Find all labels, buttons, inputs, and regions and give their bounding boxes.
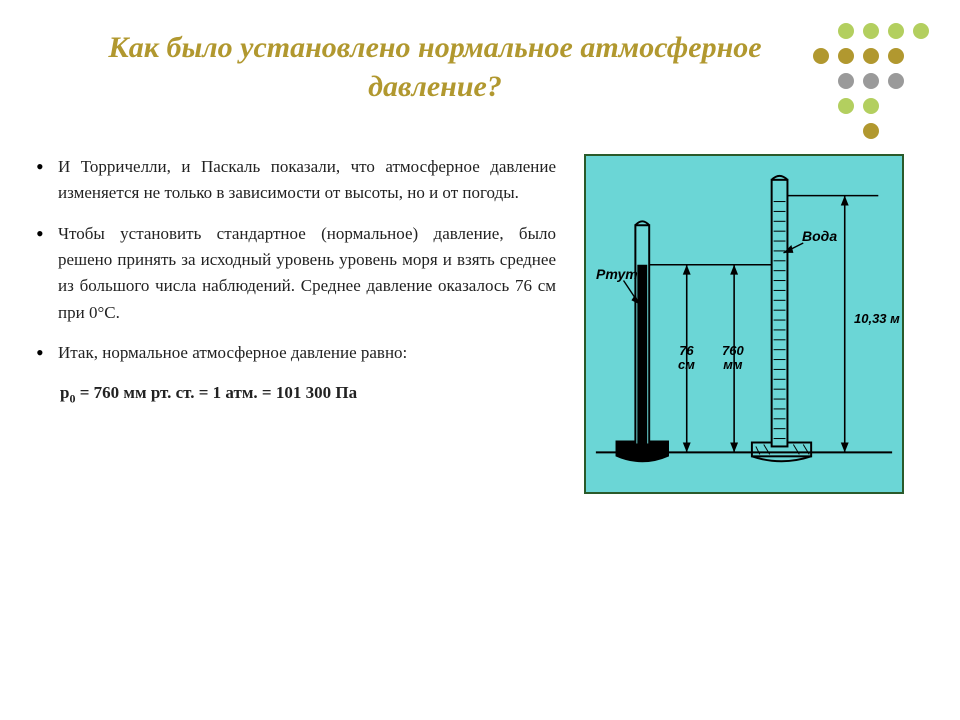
bullet-icon: • [36,224,44,244]
dim-76cm: 76 см [678,344,695,371]
label-water: Вода [802,228,837,244]
dim-1033m: 10,33 м [854,312,900,326]
barometer-diagram: Ртуть Вода 76 см 760 мм 10,33 м [584,154,904,494]
formula-line: p0 = 760 мм рт. ст. = 1 атм. = 101 300 П… [60,380,556,408]
paragraph: Итак, нормальное атмосферное давле­ние р… [58,340,407,366]
dim-unit: см [678,357,695,372]
list-item: • Итак, нормальное атмосферное давле­ние… [36,340,556,366]
text-column: • И Торричелли, и Паскаль показали, что … [36,154,556,494]
dim-unit: мм [723,357,742,372]
list-item: • И Торричелли, и Паскаль показали, что … [36,154,556,207]
content-row: • И Торричелли, и Паскаль показали, что … [0,154,960,494]
bullet-icon: • [36,343,44,363]
paragraph: И Торричелли, и Паскаль показали, что ат… [58,154,556,207]
label-mercury: Ртуть [596,266,646,282]
paragraph: Чтобы установить стандартное (нор­мально… [58,221,556,326]
dim-760mm: 760 мм [722,344,744,371]
decorative-dots [810,20,932,142]
formula-text: = 760 мм рт. ст. = 1 атм. = 101 300 Па [80,383,357,402]
list-item: • Чтобы установить стандартное (нор­маль… [36,221,556,326]
bullet-icon: • [36,157,44,177]
